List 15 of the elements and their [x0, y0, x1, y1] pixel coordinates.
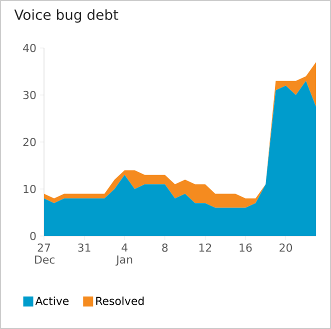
y-tick-label: 30 — [23, 90, 36, 100]
x-tick-label: 27 Dec — [35, 244, 55, 264]
x-tick-label: 12 — [199, 244, 212, 252]
x-tick-label: 8 — [162, 244, 168, 252]
legend-label: Active — [35, 296, 69, 306]
legend-label: Resolved — [96, 296, 144, 306]
x-tick-label: 31 — [78, 244, 90, 252]
y-tick-label: 40 — [23, 44, 36, 52]
y-tick-label: 20 — [23, 138, 36, 146]
chart-title: Voice bug debt — [14, 9, 118, 23]
x-tick-label: 4 Jan — [116, 244, 132, 266]
x-tick-label: 20 — [280, 244, 292, 252]
x-tick-label: 16 — [240, 244, 252, 252]
y-tick-label: 0 — [30, 232, 36, 240]
y-tick-label: 10 — [24, 184, 36, 194]
